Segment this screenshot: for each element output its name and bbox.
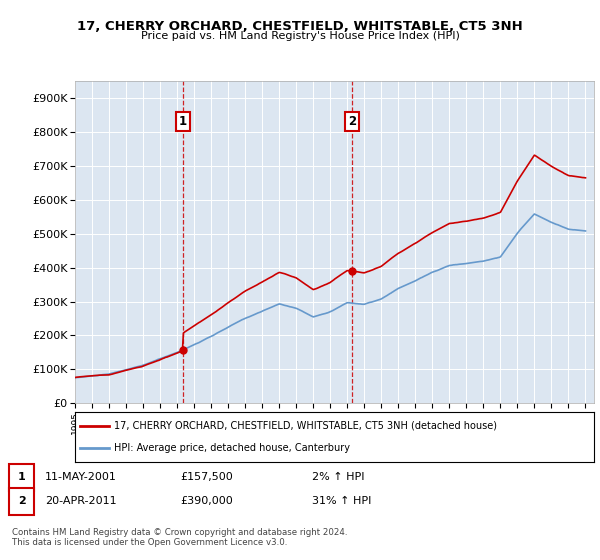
Text: £390,000: £390,000 [180, 496, 233, 506]
Text: 31% ↑ HPI: 31% ↑ HPI [312, 496, 371, 506]
Text: 11-MAY-2001: 11-MAY-2001 [45, 472, 117, 482]
Text: Price paid vs. HM Land Registry's House Price Index (HPI): Price paid vs. HM Land Registry's House … [140, 31, 460, 41]
Text: 17, CHERRY ORCHARD, CHESTFIELD, WHITSTABLE, CT5 3NH (detached house): 17, CHERRY ORCHARD, CHESTFIELD, WHITSTAB… [114, 421, 497, 431]
Text: 2: 2 [18, 496, 25, 506]
Text: 2: 2 [348, 115, 356, 128]
Text: 20-APR-2011: 20-APR-2011 [45, 496, 116, 506]
Text: 1: 1 [179, 115, 187, 128]
Text: Contains HM Land Registry data © Crown copyright and database right 2024.
This d: Contains HM Land Registry data © Crown c… [12, 528, 347, 547]
Text: £157,500: £157,500 [180, 472, 233, 482]
Text: 2% ↑ HPI: 2% ↑ HPI [312, 472, 365, 482]
Text: 1: 1 [18, 472, 25, 482]
Text: HPI: Average price, detached house, Canterbury: HPI: Average price, detached house, Cant… [114, 443, 350, 453]
Text: 17, CHERRY ORCHARD, CHESTFIELD, WHITSTABLE, CT5 3NH: 17, CHERRY ORCHARD, CHESTFIELD, WHITSTAB… [77, 20, 523, 32]
